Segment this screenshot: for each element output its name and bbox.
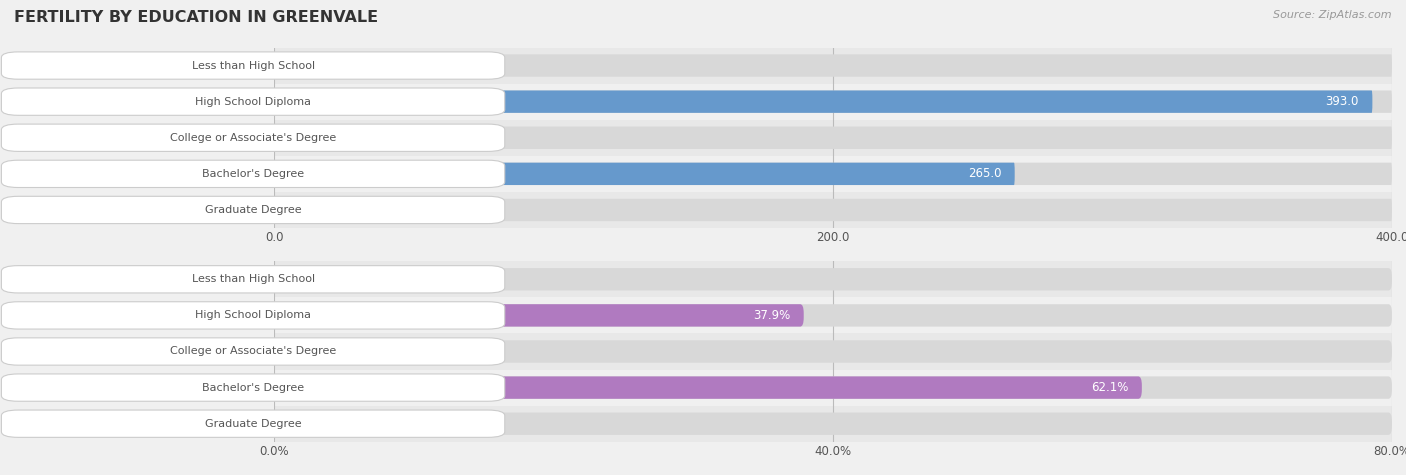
FancyBboxPatch shape xyxy=(274,126,1392,149)
Bar xyxy=(274,120,1392,156)
Text: 0.0: 0.0 xyxy=(283,59,302,72)
Text: High School Diploma: High School Diploma xyxy=(195,310,311,321)
Bar xyxy=(274,84,1392,120)
FancyBboxPatch shape xyxy=(274,162,1392,185)
Bar xyxy=(274,370,1392,406)
FancyBboxPatch shape xyxy=(274,340,1392,363)
Text: 265.0: 265.0 xyxy=(967,167,1001,180)
Text: Graduate Degree: Graduate Degree xyxy=(205,418,301,429)
Bar xyxy=(274,297,1392,333)
Text: 393.0: 393.0 xyxy=(1326,95,1360,108)
FancyBboxPatch shape xyxy=(274,412,1392,435)
FancyBboxPatch shape xyxy=(274,90,1372,113)
Text: Bachelor's Degree: Bachelor's Degree xyxy=(202,169,304,179)
FancyBboxPatch shape xyxy=(274,304,1392,327)
Text: 0.0%: 0.0% xyxy=(283,273,312,286)
FancyBboxPatch shape xyxy=(274,90,1392,113)
FancyBboxPatch shape xyxy=(274,162,1015,185)
Text: FERTILITY BY EDUCATION IN GREENVALE: FERTILITY BY EDUCATION IN GREENVALE xyxy=(14,10,378,25)
Text: Bachelor's Degree: Bachelor's Degree xyxy=(202,382,304,393)
Text: Graduate Degree: Graduate Degree xyxy=(205,205,301,215)
Bar xyxy=(274,406,1392,442)
FancyBboxPatch shape xyxy=(274,54,1392,77)
Text: 0.0%: 0.0% xyxy=(283,417,312,430)
FancyBboxPatch shape xyxy=(274,268,1392,291)
FancyBboxPatch shape xyxy=(274,199,1392,221)
Text: College or Associate's Degree: College or Associate's Degree xyxy=(170,133,336,143)
Text: Less than High School: Less than High School xyxy=(191,60,315,71)
FancyBboxPatch shape xyxy=(274,304,804,327)
Text: 0.0: 0.0 xyxy=(283,203,302,217)
Text: 0.0%: 0.0% xyxy=(283,345,312,358)
FancyBboxPatch shape xyxy=(274,376,1392,399)
Bar xyxy=(274,261,1392,297)
Text: 62.1%: 62.1% xyxy=(1091,381,1129,394)
Text: 0.0: 0.0 xyxy=(283,131,302,144)
Text: 37.9%: 37.9% xyxy=(754,309,790,322)
Bar xyxy=(274,156,1392,192)
Bar xyxy=(274,333,1392,370)
Text: Less than High School: Less than High School xyxy=(191,274,315,285)
Text: High School Diploma: High School Diploma xyxy=(195,96,311,107)
FancyBboxPatch shape xyxy=(274,376,1142,399)
Text: Source: ZipAtlas.com: Source: ZipAtlas.com xyxy=(1274,10,1392,19)
Bar xyxy=(274,192,1392,228)
Text: College or Associate's Degree: College or Associate's Degree xyxy=(170,346,336,357)
Bar xyxy=(274,48,1392,84)
